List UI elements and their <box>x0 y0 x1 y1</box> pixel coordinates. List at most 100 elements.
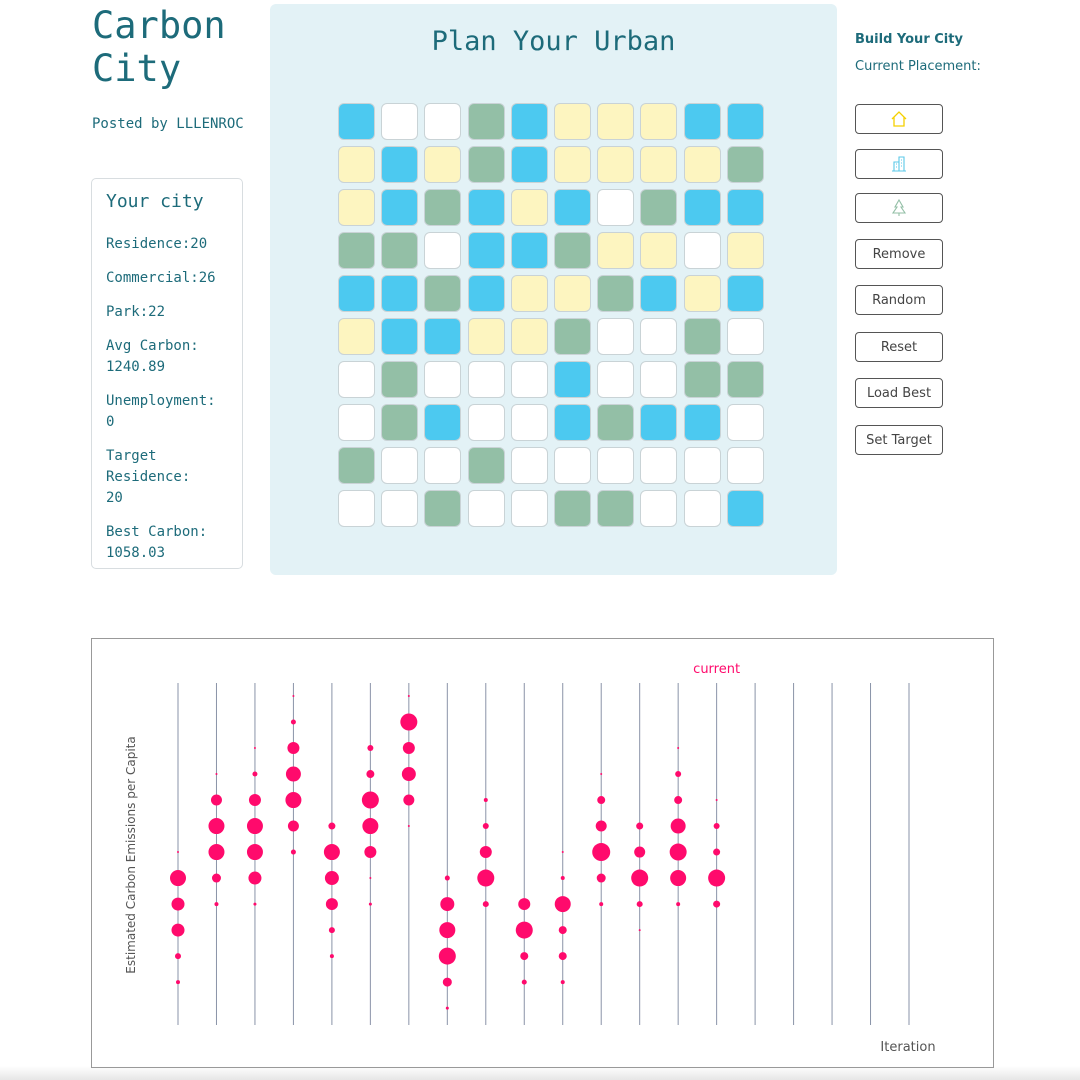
cell[interactable] <box>510 447 548 484</box>
tree-button[interactable] <box>855 193 943 223</box>
cell[interactable] <box>726 232 764 269</box>
cell[interactable] <box>640 189 678 226</box>
cell[interactable] <box>467 404 505 441</box>
cell[interactable] <box>597 146 635 183</box>
cell[interactable] <box>597 490 635 527</box>
cell[interactable] <box>726 189 764 226</box>
cell[interactable] <box>467 447 505 484</box>
cell[interactable] <box>424 447 462 484</box>
cell[interactable] <box>683 103 721 140</box>
button[interactable]: Reset <box>855 332 943 362</box>
cell[interactable] <box>338 189 375 226</box>
cell[interactable] <box>554 146 591 183</box>
cell[interactable] <box>683 146 721 183</box>
cell[interactable] <box>424 318 462 355</box>
cell[interactable] <box>597 447 635 484</box>
cell[interactable] <box>683 189 721 226</box>
cell[interactable] <box>554 103 591 140</box>
cell[interactable] <box>338 361 375 398</box>
cell[interactable] <box>510 404 548 441</box>
cell[interactable] <box>467 189 505 226</box>
cell[interactable] <box>510 490 548 527</box>
cell[interactable] <box>597 275 635 312</box>
cell[interactable] <box>338 275 375 312</box>
cell[interactable] <box>338 146 375 183</box>
cell[interactable] <box>726 490 764 527</box>
cell[interactable] <box>424 146 462 183</box>
cell[interactable] <box>683 490 721 527</box>
button[interactable]: Random <box>855 285 943 315</box>
button[interactable]: Set Target <box>855 425 943 455</box>
cell[interactable] <box>640 447 678 484</box>
cell[interactable] <box>467 318 505 355</box>
cell[interactable] <box>381 447 419 484</box>
cell[interactable] <box>726 361 764 398</box>
cell[interactable] <box>338 490 375 527</box>
cell[interactable] <box>338 447 375 484</box>
cell[interactable] <box>726 318 764 355</box>
cell[interactable] <box>424 490 462 527</box>
cell[interactable] <box>381 361 419 398</box>
cell[interactable] <box>510 146 548 183</box>
cell[interactable] <box>597 232 635 269</box>
cell[interactable] <box>597 318 635 355</box>
cell[interactable] <box>726 103 764 140</box>
cell[interactable] <box>640 146 678 183</box>
cell[interactable] <box>381 189 419 226</box>
cell[interactable] <box>424 361 462 398</box>
cell[interactable] <box>554 404 591 441</box>
cell[interactable] <box>683 361 721 398</box>
cell[interactable] <box>467 275 505 312</box>
cell[interactable] <box>467 146 505 183</box>
cell[interactable] <box>683 318 721 355</box>
cell[interactable] <box>683 232 721 269</box>
cell[interactable] <box>510 275 548 312</box>
cell[interactable] <box>554 232 591 269</box>
cell[interactable] <box>338 404 375 441</box>
cell[interactable] <box>597 404 635 441</box>
cell[interactable] <box>640 490 678 527</box>
building-button[interactable] <box>855 149 943 179</box>
cell[interactable] <box>510 361 548 398</box>
cell[interactable] <box>338 318 375 355</box>
cell[interactable] <box>467 232 505 269</box>
cell[interactable] <box>381 275 419 312</box>
cell[interactable] <box>640 404 678 441</box>
cell[interactable] <box>381 404 419 441</box>
cell[interactable] <box>510 189 548 226</box>
cell[interactable] <box>554 490 591 527</box>
cell[interactable] <box>640 103 678 140</box>
cell[interactable] <box>510 103 548 140</box>
cell[interactable] <box>726 146 764 183</box>
house-button[interactable] <box>855 104 943 134</box>
cell[interactable] <box>424 404 462 441</box>
cell[interactable] <box>381 318 419 355</box>
cell[interactable] <box>597 189 635 226</box>
cell[interactable] <box>510 232 548 269</box>
cell[interactable] <box>467 361 505 398</box>
cell[interactable] <box>381 146 419 183</box>
cell[interactable] <box>683 447 721 484</box>
button[interactable]: Remove <box>855 239 943 269</box>
cell[interactable] <box>467 490 505 527</box>
cell[interactable] <box>554 361 591 398</box>
cell[interactable] <box>467 103 505 140</box>
cell[interactable] <box>554 189 591 226</box>
cell[interactable] <box>381 232 419 269</box>
cell[interactable] <box>726 275 764 312</box>
cell[interactable] <box>554 275 591 312</box>
cell[interactable] <box>424 232 462 269</box>
cell[interactable] <box>640 232 678 269</box>
cell[interactable] <box>683 404 721 441</box>
cell[interactable] <box>726 447 764 484</box>
cell[interactable] <box>597 361 635 398</box>
cell[interactable] <box>597 103 635 140</box>
cell[interactable] <box>640 318 678 355</box>
cell[interactable] <box>640 275 678 312</box>
cell[interactable] <box>381 490 419 527</box>
cell[interactable] <box>510 318 548 355</box>
cell[interactable] <box>640 361 678 398</box>
cell[interactable] <box>683 275 721 312</box>
cell[interactable] <box>381 103 419 140</box>
cell[interactable] <box>554 447 591 484</box>
